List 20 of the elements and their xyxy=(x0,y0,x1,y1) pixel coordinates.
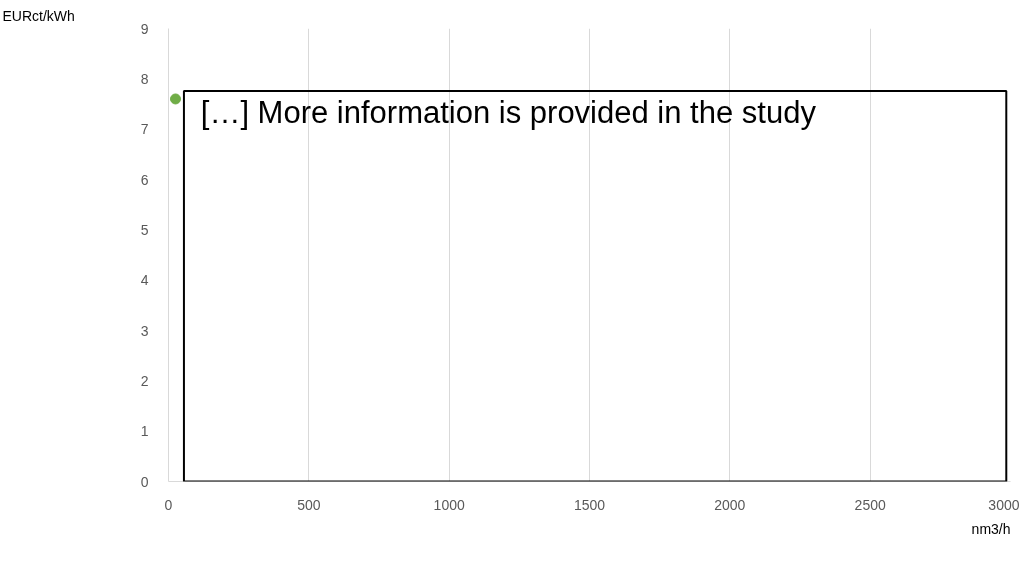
y-tick-label: 1 xyxy=(140,423,149,440)
y-tick-label: 2 xyxy=(140,372,149,389)
annotation: […] More information is provided in the study xyxy=(200,95,817,131)
y-tick-label: 8 xyxy=(140,70,149,87)
x-axis-title: nm3/h xyxy=(971,520,1011,537)
y-tick-label: 5 xyxy=(140,221,149,238)
y-tick-label: 3 xyxy=(140,322,149,339)
y-tick-label: 6 xyxy=(140,171,149,188)
y-tick-label: 4 xyxy=(140,272,149,289)
y-tick-label: 7 xyxy=(140,121,149,138)
x-tick-label: 0 xyxy=(164,496,173,513)
y-axis-title: EURct/kWh xyxy=(2,7,75,24)
x-tick-label: 3000 xyxy=(988,496,1019,513)
x-tick-label: 500 xyxy=(297,496,321,513)
y-tick-label: 0 xyxy=(140,473,149,490)
x-tick-label: 1500 xyxy=(573,496,606,513)
x-tick-label: 2000 xyxy=(714,496,746,513)
y-tick-label: 9 xyxy=(140,20,149,37)
x-tick-label: 1000 xyxy=(433,496,465,513)
x-tick-label: 2500 xyxy=(854,496,886,513)
